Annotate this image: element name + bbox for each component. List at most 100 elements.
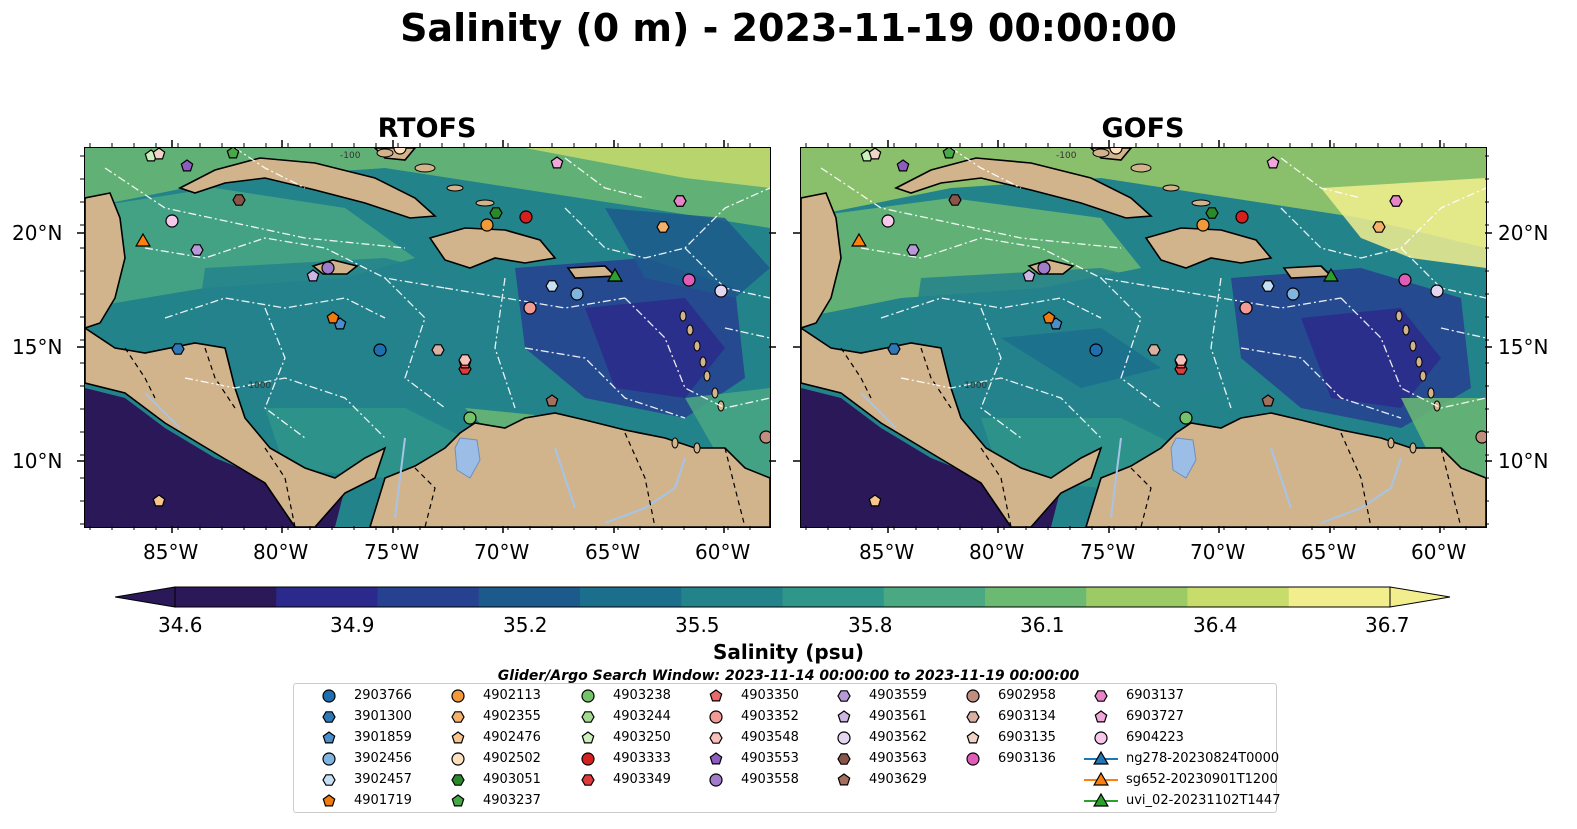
- marker-3902456: [1286, 287, 1300, 301]
- marker-4903237: [942, 148, 956, 159]
- eez-boundary: [950, 148, 1022, 189]
- eez-boundary: [624, 297, 770, 409]
- marker-4903548: [1174, 354, 1188, 366]
- colorbar-segment: [985, 587, 1087, 607]
- land-antilles-island: [693, 442, 701, 454]
- marker-3902457: [1261, 280, 1275, 292]
- eez-boundary: [104, 167, 406, 249]
- salinity-region: [1001, 328, 1161, 388]
- legend-label: 4903629: [869, 772, 927, 787]
- legend-label: 4902113: [483, 688, 541, 703]
- panel-title-gofs: GOFS: [1101, 113, 1185, 144]
- legend-symbol: [966, 711, 980, 723]
- eez-boundary: [820, 167, 1122, 249]
- legend-marker: [322, 689, 336, 703]
- eez-boundary: [164, 297, 386, 319]
- legend-symbol: [1093, 771, 1109, 786]
- eez-boundary: [1160, 287, 1342, 309]
- y-tick-label: 15°N: [1498, 335, 1549, 359]
- colorbar-segment: [478, 587, 581, 607]
- panel-title-rtofs: RTOFS: [377, 113, 477, 144]
- legend-marker: [322, 711, 336, 723]
- legend-label: 4903548: [741, 730, 799, 745]
- x-tick-label: 60°W: [695, 540, 751, 564]
- colorbar-tick-label: 34.9: [330, 613, 375, 637]
- marker-4903238: [463, 411, 477, 425]
- legend-marker: [966, 731, 980, 744]
- salinity-region: [1321, 178, 1486, 268]
- marker-4902355: [1372, 221, 1386, 233]
- legend-symbol: [581, 689, 595, 703]
- land-central-america: [85, 327, 387, 527]
- marker-4903629: [1261, 394, 1275, 407]
- eez-boundary: [724, 327, 770, 339]
- land-antilles-island: [1387, 437, 1395, 449]
- land-central-america: [801, 327, 1103, 527]
- legend-symbol: [322, 794, 336, 807]
- legend-symbol: [966, 752, 980, 766]
- colorbar-label: Salinity (psu): [712, 640, 864, 664]
- marker-4902476: [868, 494, 882, 507]
- legend-label: 4903558: [741, 772, 799, 787]
- legend-label: 4903051: [483, 772, 541, 787]
- salinity-region: [801, 198, 1141, 318]
- x-tick-label: 75°W: [364, 540, 420, 564]
- x-tick-label: 65°W: [1301, 540, 1357, 564]
- land-antilles-island: [699, 356, 707, 368]
- contour-label: -1000: [245, 381, 271, 391]
- legend-marker: [709, 752, 723, 765]
- legend-label: uvi_02-20231102T1447: [1126, 793, 1281, 808]
- y-tick-label: 20°N: [12, 221, 63, 245]
- salinity-region: [605, 208, 770, 298]
- river: [1270, 447, 1292, 509]
- legend-marker: [709, 710, 723, 724]
- legend-label: 4903561: [869, 709, 927, 724]
- legend-label: 6903136: [998, 751, 1056, 766]
- marker-4903559: [190, 244, 204, 256]
- legend-symbol: [1094, 690, 1108, 702]
- country-border: [1130, 467, 1152, 527]
- legend-symbol: [837, 690, 851, 702]
- colorbar-segment: [175, 587, 277, 607]
- legend-label: 4903333: [613, 751, 671, 766]
- eez-boundary: [684, 247, 770, 299]
- legend-marker: [581, 774, 595, 786]
- marker-4901719: [1042, 311, 1056, 324]
- marker-2903766: [1089, 343, 1103, 357]
- legend-marker: [322, 752, 336, 766]
- legend-symbol: [451, 774, 465, 786]
- marker-uvi_02-20231102T1447: [1323, 267, 1339, 282]
- legend-label: 4903352: [741, 709, 799, 724]
- eez-boundary: [524, 347, 686, 419]
- legend-label: 4903349: [613, 772, 671, 787]
- marker-6902958: [1475, 430, 1486, 444]
- legend-symbol: [837, 710, 851, 723]
- land-small-island: [1130, 163, 1152, 173]
- colorbar-segment: [1086, 587, 1188, 607]
- y-tick-label: 10°N: [1498, 449, 1549, 473]
- colorbar-segment: [580, 587, 682, 607]
- marker-4902502: [393, 148, 407, 155]
- marker-3902457: [545, 280, 559, 292]
- legend-symbol: [966, 689, 980, 703]
- marker-6903134: [1147, 344, 1161, 356]
- marker-6902958: [759, 430, 770, 444]
- colorbar-tick-label: 36.1: [1020, 613, 1065, 637]
- x-tick-label: 70°W: [1190, 540, 1246, 564]
- x-tick-label: 70°W: [474, 540, 530, 564]
- country-border: [624, 432, 656, 527]
- legend-label: 4903562: [869, 730, 927, 745]
- land-cuba: [893, 157, 1153, 219]
- land-antilles-island: [693, 340, 701, 352]
- legend-symbol: [1094, 710, 1108, 723]
- marker-6903135: [152, 148, 166, 160]
- land-antilles-island: [1415, 356, 1423, 368]
- marker-4901719: [326, 311, 340, 324]
- legend-label: 6903135: [998, 730, 1056, 745]
- map-gofs: -100 -1000: [800, 147, 1487, 528]
- x-tick-label: 75°W: [1080, 540, 1136, 564]
- legend-marker: [322, 794, 336, 807]
- eez-boundary: [860, 237, 1162, 289]
- marker-3901300: [887, 343, 901, 355]
